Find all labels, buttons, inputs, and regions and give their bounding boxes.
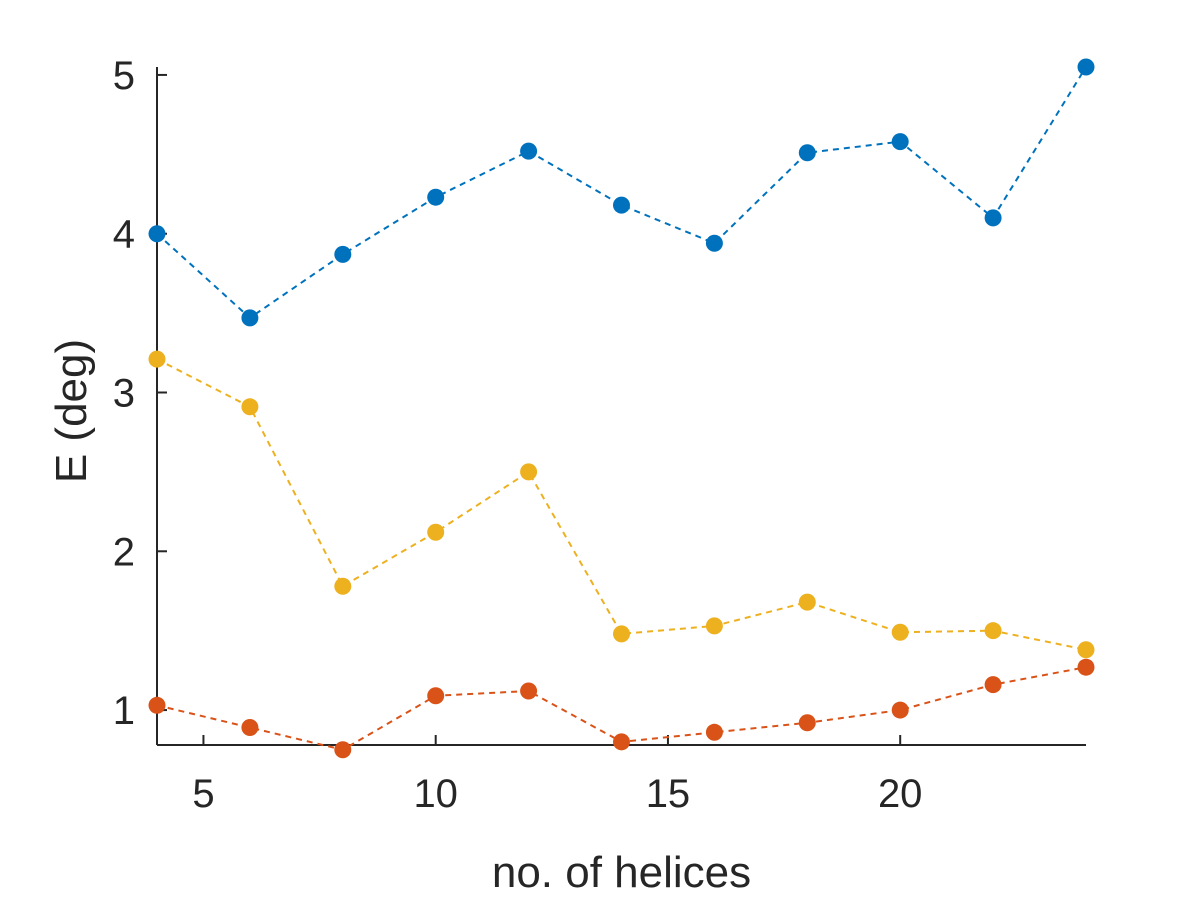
data-point: [427, 687, 445, 705]
data-point: [520, 142, 538, 160]
data-point: [1077, 641, 1095, 659]
data-point: [334, 245, 352, 263]
y-tick-label: 4: [113, 213, 135, 257]
series-3: [148, 658, 1095, 759]
data-point: [891, 623, 909, 641]
series-layer: [148, 58, 1095, 759]
data-point: [613, 196, 630, 214]
data-point: [427, 523, 445, 541]
data-point: [1077, 58, 1095, 76]
data-point: [891, 701, 909, 719]
data-point: [984, 676, 1002, 694]
data-point: [613, 733, 630, 751]
data-point: [705, 234, 723, 252]
y-tick-label: 5: [113, 54, 135, 98]
data-point: [148, 696, 166, 714]
data-point: [427, 188, 445, 206]
y-tick-label: 1: [113, 689, 135, 733]
y-axis-label: E (deg): [47, 339, 96, 483]
x-tick-label: 10: [413, 772, 458, 816]
series-line: [156, 358, 1087, 651]
data-point: [520, 463, 538, 481]
x-tick-label: 5: [192, 772, 214, 816]
data-point: [148, 350, 166, 368]
data-point: [613, 625, 630, 643]
x-axis-label: no. of helices: [492, 848, 751, 897]
data-point: [520, 682, 538, 700]
data-point: [984, 209, 1002, 227]
axes: 5 10 15 20 1 2 3 4 5: [113, 54, 1086, 816]
x-tick-label: 15: [646, 772, 691, 816]
y-tick-label: 3: [113, 372, 135, 416]
data-point: [984, 622, 1002, 640]
data-point: [241, 309, 259, 327]
data-point: [334, 577, 352, 595]
data-point: [1077, 658, 1095, 676]
data-point: [705, 723, 723, 741]
series-2: [148, 350, 1095, 659]
data-point: [798, 144, 816, 162]
y-tick-label: 2: [113, 530, 135, 574]
data-point: [798, 593, 816, 611]
series-1: [148, 58, 1095, 327]
data-point: [705, 617, 723, 635]
data-point: [891, 133, 909, 151]
data-point: [241, 719, 259, 737]
data-point: [148, 225, 166, 243]
data-point: [798, 714, 816, 732]
data-point: [241, 398, 259, 416]
data-point: [334, 741, 352, 759]
x-ticks: 5 10 15 20: [192, 735, 922, 816]
y-ticks: 1 2 3 4 5: [113, 54, 167, 733]
series-line: [156, 66, 1087, 320]
x-tick-label: 20: [878, 772, 923, 816]
